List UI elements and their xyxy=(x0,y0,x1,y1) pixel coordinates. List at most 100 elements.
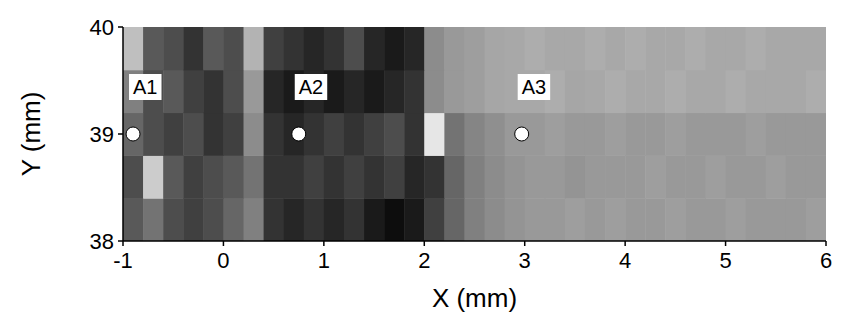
heat-cell xyxy=(806,70,826,113)
x-tick-label: 5 xyxy=(719,248,731,273)
plot-area xyxy=(123,27,826,241)
heat-cell xyxy=(585,27,606,70)
heat-cell xyxy=(344,198,365,241)
heat-cell xyxy=(183,70,204,113)
heat-cell xyxy=(464,27,485,70)
heat-cell xyxy=(384,155,405,198)
heat-cell xyxy=(565,198,586,241)
heat-cell xyxy=(143,198,164,241)
heat-cell xyxy=(424,155,445,198)
heat-cell xyxy=(404,198,425,241)
heat-cell xyxy=(485,155,506,198)
heat-cell xyxy=(163,155,184,198)
heat-cell xyxy=(726,198,747,241)
x-tick-label: 3 xyxy=(519,248,531,273)
heat-cell xyxy=(464,113,485,156)
heat-cell xyxy=(665,198,686,241)
heat-cell xyxy=(404,113,425,156)
heat-cell xyxy=(364,70,385,113)
heat-cell xyxy=(665,70,686,113)
heat-cell xyxy=(324,113,345,156)
x-tick xyxy=(424,241,426,246)
heat-cell xyxy=(485,70,506,113)
heat-cell xyxy=(685,113,706,156)
heat-cell xyxy=(324,198,345,241)
heat-cell xyxy=(203,198,224,241)
x-tick xyxy=(725,241,727,246)
x-tick-label: 6 xyxy=(820,248,832,273)
heat-cell xyxy=(364,198,385,241)
heat-cell xyxy=(264,27,285,70)
heat-cell xyxy=(685,27,706,70)
heat-cell xyxy=(545,113,566,156)
heat-cell xyxy=(685,155,706,198)
heat-cell xyxy=(404,27,425,70)
heat-cell xyxy=(605,113,626,156)
heat-cell xyxy=(203,27,224,70)
heat-cell xyxy=(304,198,325,241)
heat-cell xyxy=(525,155,546,198)
heat-cell xyxy=(705,113,726,156)
heat-cell xyxy=(625,113,646,156)
heat-cell xyxy=(203,113,224,156)
heat-cell xyxy=(344,70,365,113)
heat-cell xyxy=(244,27,265,70)
heat-cell xyxy=(746,198,767,241)
heat-cell xyxy=(525,27,546,70)
heat-cell xyxy=(183,155,204,198)
heat-cell xyxy=(545,155,566,198)
heat-cell xyxy=(746,113,767,156)
heat-cell xyxy=(746,70,767,113)
heat-cell xyxy=(183,113,204,156)
heat-cell xyxy=(705,198,726,241)
heat-cell xyxy=(806,198,826,241)
x-tick-label: 4 xyxy=(619,248,631,273)
heat-cell xyxy=(344,113,365,156)
heat-cell xyxy=(585,70,606,113)
heat-cell xyxy=(726,70,747,113)
heat-cell xyxy=(464,198,485,241)
x-tick-label: 2 xyxy=(418,248,430,273)
heat-cell xyxy=(645,113,666,156)
point-label-group: A3 xyxy=(518,74,550,100)
heat-cell xyxy=(485,113,506,156)
heat-cell xyxy=(726,27,747,70)
heat-cell xyxy=(806,113,826,156)
heat-cell xyxy=(444,27,465,70)
heat-cell xyxy=(304,27,325,70)
y-axis-title: Y (mm) xyxy=(16,92,46,177)
heat-cell xyxy=(364,113,385,156)
point-label: A2 xyxy=(299,76,323,98)
heat-cell xyxy=(645,155,666,198)
heat-cell xyxy=(746,27,767,70)
y-tick-label: 40 xyxy=(90,15,114,40)
chart: A1A2A3-10123456383940X (mm)Y (mm) xyxy=(0,0,843,336)
heat-cell xyxy=(123,27,144,70)
y-tick-label: 38 xyxy=(90,229,114,254)
heat-cell xyxy=(625,155,646,198)
heat-cell xyxy=(665,27,686,70)
heat-cell xyxy=(203,155,224,198)
heat-cell xyxy=(163,113,184,156)
heat-cell xyxy=(464,155,485,198)
heat-cell xyxy=(364,27,385,70)
heat-cell xyxy=(223,70,244,113)
point-marker xyxy=(126,127,140,141)
heat-cell xyxy=(203,70,224,113)
heat-cell xyxy=(444,70,465,113)
heat-cell xyxy=(766,155,787,198)
heat-cell xyxy=(565,155,586,198)
heat-cell xyxy=(264,198,285,241)
heat-cell xyxy=(786,113,807,156)
point-marker xyxy=(292,127,306,141)
heat-cell xyxy=(585,113,606,156)
heat-cell xyxy=(565,70,586,113)
x-tick xyxy=(624,241,626,246)
heat-cell xyxy=(565,27,586,70)
heat-cell xyxy=(565,113,586,156)
heat-cell xyxy=(605,155,626,198)
point-label-box xyxy=(295,74,327,100)
heat-cell xyxy=(625,27,646,70)
heat-cell xyxy=(505,155,526,198)
heat-cell xyxy=(726,113,747,156)
